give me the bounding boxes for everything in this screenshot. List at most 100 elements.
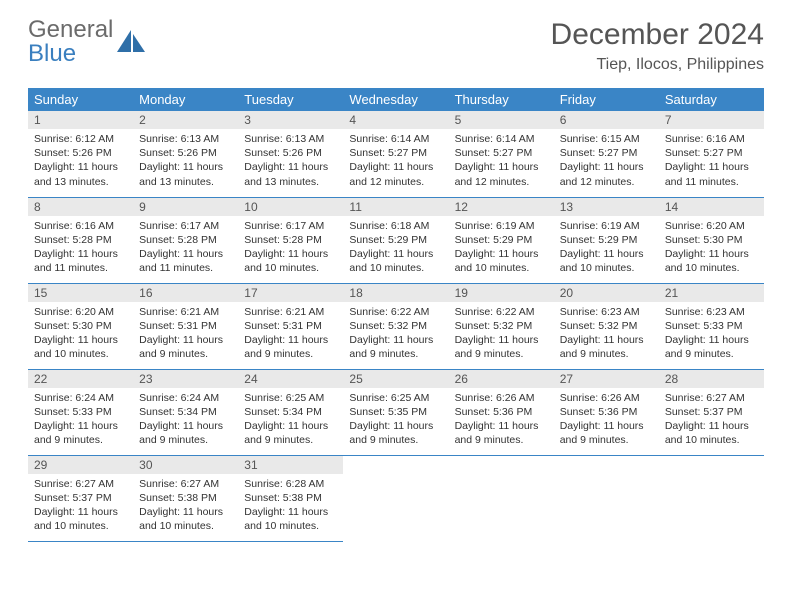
day-header: Monday: [133, 88, 238, 111]
sunrise-line: Sunrise: 6:17 AM: [139, 219, 232, 233]
calendar-cell: 25Sunrise: 6:25 AMSunset: 5:35 PMDayligh…: [343, 369, 448, 455]
daylight-line: Daylight: 11 hours and 10 minutes.: [455, 247, 548, 275]
daylight-line: Daylight: 11 hours and 11 minutes.: [139, 247, 232, 275]
daylight-line: Daylight: 11 hours and 9 minutes.: [139, 333, 232, 361]
daylight-line: Daylight: 11 hours and 13 minutes.: [139, 160, 232, 188]
day-number: 3: [238, 111, 343, 129]
sunset-line: Sunset: 5:28 PM: [34, 233, 127, 247]
sunset-line: Sunset: 5:29 PM: [560, 233, 653, 247]
day-body: Sunrise: 6:23 AMSunset: 5:33 PMDaylight:…: [659, 302, 764, 366]
sunset-line: Sunset: 5:26 PM: [34, 146, 127, 160]
calendar-week-row: 1Sunrise: 6:12 AMSunset: 5:26 PMDaylight…: [28, 111, 764, 197]
calendar-cell: 19Sunrise: 6:22 AMSunset: 5:32 PMDayligh…: [449, 283, 554, 369]
calendar-cell: 7Sunrise: 6:16 AMSunset: 5:27 PMDaylight…: [659, 111, 764, 197]
daylight-line: Daylight: 11 hours and 9 minutes.: [665, 333, 758, 361]
sunrise-line: Sunrise: 6:26 AM: [455, 391, 548, 405]
sunset-line: Sunset: 5:32 PM: [349, 319, 442, 333]
day-body: Sunrise: 6:15 AMSunset: 5:27 PMDaylight:…: [554, 129, 659, 193]
calendar-cell: 26Sunrise: 6:26 AMSunset: 5:36 PMDayligh…: [449, 369, 554, 455]
calendar-cell: [659, 455, 764, 541]
day-body: Sunrise: 6:28 AMSunset: 5:38 PMDaylight:…: [238, 474, 343, 538]
sunrise-line: Sunrise: 6:12 AM: [34, 132, 127, 146]
day-number: 4: [343, 111, 448, 129]
day-number: 19: [449, 284, 554, 302]
day-body: Sunrise: 6:16 AMSunset: 5:27 PMDaylight:…: [659, 129, 764, 193]
sunset-line: Sunset: 5:32 PM: [455, 319, 548, 333]
sunset-line: Sunset: 5:26 PM: [244, 146, 337, 160]
calendar-cell: 22Sunrise: 6:24 AMSunset: 5:33 PMDayligh…: [28, 369, 133, 455]
calendar-cell: 12Sunrise: 6:19 AMSunset: 5:29 PMDayligh…: [449, 197, 554, 283]
day-number: 23: [133, 370, 238, 388]
day-body: Sunrise: 6:13 AMSunset: 5:26 PMDaylight:…: [238, 129, 343, 193]
day-number: 27: [554, 370, 659, 388]
daylight-line: Daylight: 11 hours and 9 minutes.: [139, 419, 232, 447]
day-number: 10: [238, 198, 343, 216]
sunset-line: Sunset: 5:35 PM: [349, 405, 442, 419]
logo: General Blue: [28, 18, 149, 66]
sunrise-line: Sunrise: 6:14 AM: [349, 132, 442, 146]
day-body: Sunrise: 6:17 AMSunset: 5:28 PMDaylight:…: [133, 216, 238, 280]
sunrise-line: Sunrise: 6:21 AM: [244, 305, 337, 319]
daylight-line: Daylight: 11 hours and 9 minutes.: [455, 419, 548, 447]
sunset-line: Sunset: 5:34 PM: [244, 405, 337, 419]
calendar-cell: 30Sunrise: 6:27 AMSunset: 5:38 PMDayligh…: [133, 455, 238, 541]
sunset-line: Sunset: 5:29 PM: [455, 233, 548, 247]
day-body: Sunrise: 6:13 AMSunset: 5:26 PMDaylight:…: [133, 129, 238, 193]
day-header: Wednesday: [343, 88, 448, 111]
calendar-cell: 15Sunrise: 6:20 AMSunset: 5:30 PMDayligh…: [28, 283, 133, 369]
sunset-line: Sunset: 5:29 PM: [349, 233, 442, 247]
day-body: Sunrise: 6:23 AMSunset: 5:32 PMDaylight:…: [554, 302, 659, 366]
day-number: 16: [133, 284, 238, 302]
day-number: 13: [554, 198, 659, 216]
day-number: 15: [28, 284, 133, 302]
sunrise-line: Sunrise: 6:22 AM: [349, 305, 442, 319]
day-number: 11: [343, 198, 448, 216]
sunset-line: Sunset: 5:26 PM: [139, 146, 232, 160]
daylight-line: Daylight: 11 hours and 9 minutes.: [455, 333, 548, 361]
sunset-line: Sunset: 5:34 PM: [139, 405, 232, 419]
sunset-line: Sunset: 5:37 PM: [34, 491, 127, 505]
day-body: Sunrise: 6:22 AMSunset: 5:32 PMDaylight:…: [449, 302, 554, 366]
day-number: 17: [238, 284, 343, 302]
day-body: Sunrise: 6:24 AMSunset: 5:34 PMDaylight:…: [133, 388, 238, 452]
sunset-line: Sunset: 5:36 PM: [560, 405, 653, 419]
day-number: 20: [554, 284, 659, 302]
day-body: Sunrise: 6:25 AMSunset: 5:34 PMDaylight:…: [238, 388, 343, 452]
daylight-line: Daylight: 11 hours and 13 minutes.: [244, 160, 337, 188]
day-number: 25: [343, 370, 448, 388]
day-body: Sunrise: 6:14 AMSunset: 5:27 PMDaylight:…: [343, 129, 448, 193]
sunset-line: Sunset: 5:37 PM: [665, 405, 758, 419]
day-body: Sunrise: 6:19 AMSunset: 5:29 PMDaylight:…: [449, 216, 554, 280]
day-number: 24: [238, 370, 343, 388]
calendar-cell: 2Sunrise: 6:13 AMSunset: 5:26 PMDaylight…: [133, 111, 238, 197]
daylight-line: Daylight: 11 hours and 12 minutes.: [455, 160, 548, 188]
calendar-cell: 28Sunrise: 6:27 AMSunset: 5:37 PMDayligh…: [659, 369, 764, 455]
sunrise-line: Sunrise: 6:19 AM: [455, 219, 548, 233]
sunrise-line: Sunrise: 6:18 AM: [349, 219, 442, 233]
daylight-line: Daylight: 11 hours and 10 minutes.: [139, 505, 232, 533]
daylight-line: Daylight: 11 hours and 10 minutes.: [34, 505, 127, 533]
sunset-line: Sunset: 5:30 PM: [34, 319, 127, 333]
sunrise-line: Sunrise: 6:23 AM: [560, 305, 653, 319]
day-number: 7: [659, 111, 764, 129]
calendar-cell: 16Sunrise: 6:21 AMSunset: 5:31 PMDayligh…: [133, 283, 238, 369]
calendar-cell: 18Sunrise: 6:22 AMSunset: 5:32 PMDayligh…: [343, 283, 448, 369]
daylight-line: Daylight: 11 hours and 10 minutes.: [560, 247, 653, 275]
sunrise-line: Sunrise: 6:27 AM: [665, 391, 758, 405]
calendar-cell: 29Sunrise: 6:27 AMSunset: 5:37 PMDayligh…: [28, 455, 133, 541]
calendar-table: Sunday Monday Tuesday Wednesday Thursday…: [28, 88, 764, 542]
sunrise-line: Sunrise: 6:27 AM: [139, 477, 232, 491]
sunrise-line: Sunrise: 6:24 AM: [34, 391, 127, 405]
daylight-line: Daylight: 11 hours and 13 minutes.: [34, 160, 127, 188]
calendar-cell: [554, 455, 659, 541]
daylight-line: Daylight: 11 hours and 9 minutes.: [560, 333, 653, 361]
calendar-cell: 5Sunrise: 6:14 AMSunset: 5:27 PMDaylight…: [449, 111, 554, 197]
sunset-line: Sunset: 5:38 PM: [244, 491, 337, 505]
daylight-line: Daylight: 11 hours and 10 minutes.: [34, 333, 127, 361]
sunrise-line: Sunrise: 6:24 AM: [139, 391, 232, 405]
day-number: 28: [659, 370, 764, 388]
daylight-line: Daylight: 11 hours and 10 minutes.: [244, 505, 337, 533]
calendar-cell: 24Sunrise: 6:25 AMSunset: 5:34 PMDayligh…: [238, 369, 343, 455]
calendar-week-row: 8Sunrise: 6:16 AMSunset: 5:28 PMDaylight…: [28, 197, 764, 283]
page-header: General Blue December 2024 Tiep, Ilocos,…: [28, 18, 764, 74]
